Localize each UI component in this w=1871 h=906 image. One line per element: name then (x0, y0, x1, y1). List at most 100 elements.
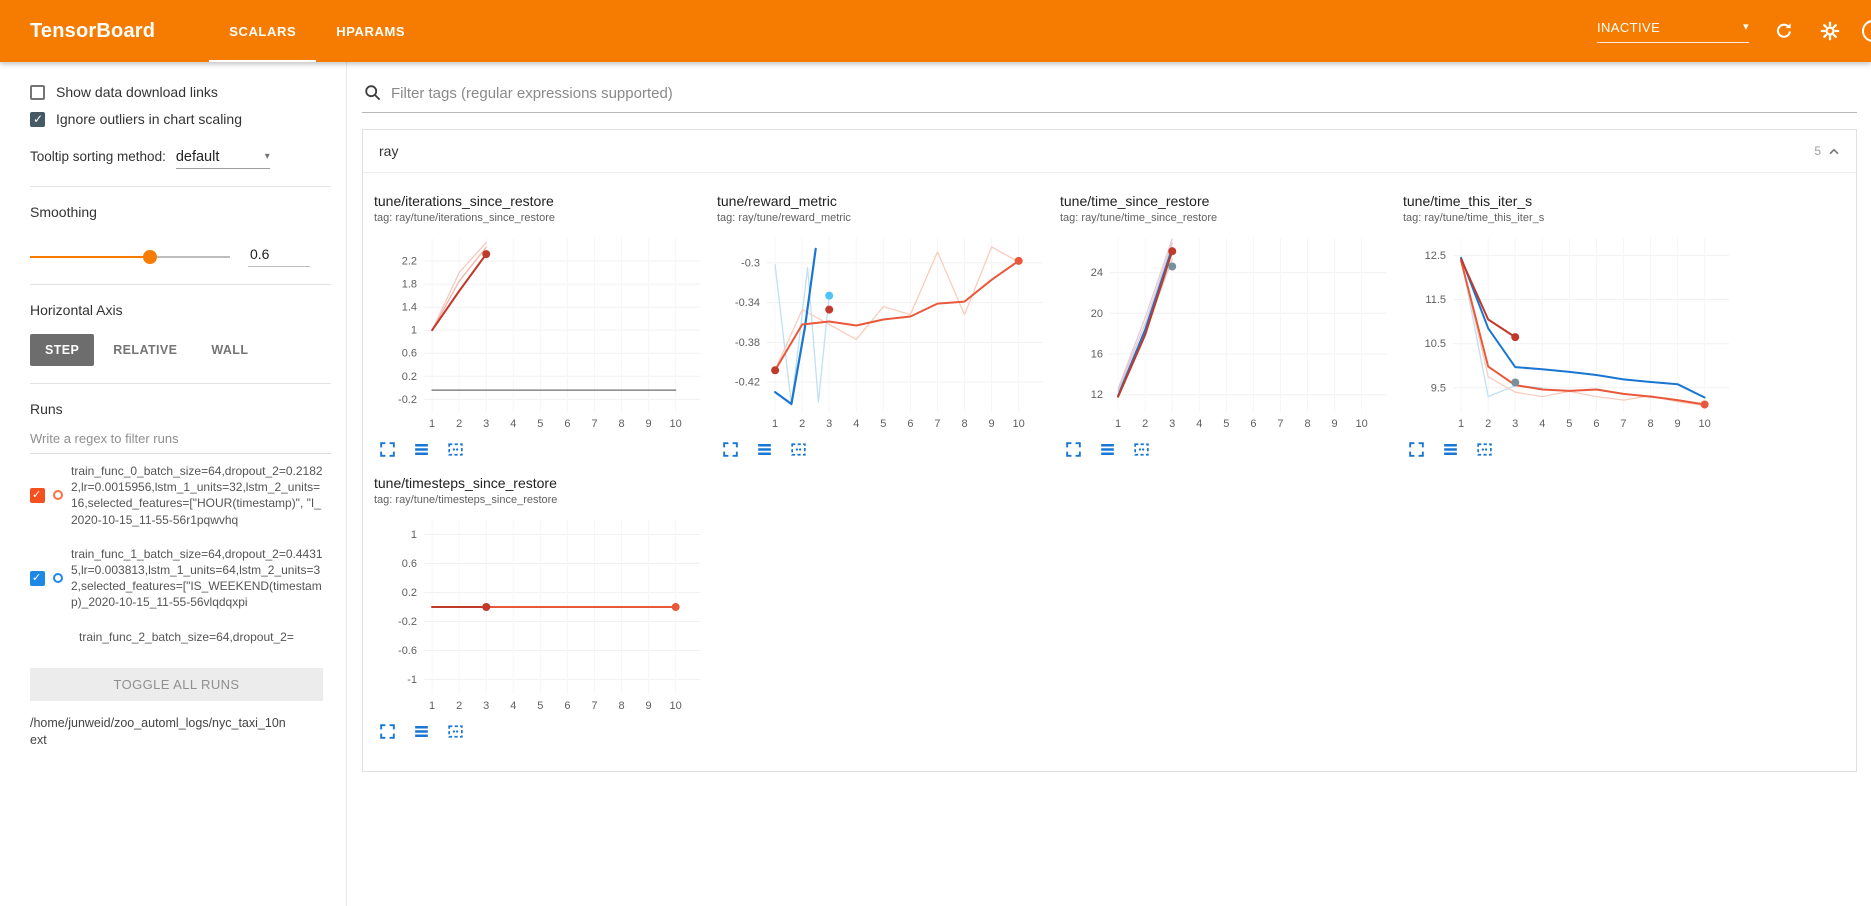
svg-text:2: 2 (1485, 418, 1491, 430)
status-dropdown[interactable]: INACTIVE ▾ (1597, 20, 1749, 43)
run-item[interactable]: train_func_2_batch_size=64,dropout_2= (30, 620, 331, 654)
svg-text:-0.2: -0.2 (398, 616, 417, 628)
svg-text:2: 2 (1142, 418, 1148, 430)
fit-domain-icon[interactable] (446, 722, 465, 741)
chart-card: tune/timesteps_since_restore tag: ray/tun… (363, 465, 706, 747)
svg-text:2: 2 (456, 700, 462, 712)
svg-text:1: 1 (1115, 418, 1121, 430)
svg-text:2: 2 (799, 418, 805, 430)
fit-domain-icon[interactable] (446, 440, 465, 459)
run-checkbox[interactable] (30, 570, 45, 586)
chart-tag: tag: ray/tune/reward_metric (717, 212, 851, 224)
divider (30, 186, 331, 187)
svg-text:-0.3: -0.3 (741, 257, 760, 269)
svg-text:5: 5 (1566, 418, 1572, 430)
svg-text:12.5: 12.5 (1425, 250, 1446, 262)
toggle-all-runs-button[interactable]: TOGGLE ALL RUNS (30, 668, 323, 701)
chart-footer-icons (378, 722, 706, 741)
log-scale-icon[interactable] (412, 722, 431, 741)
fit-domain-icon[interactable] (1475, 440, 1494, 459)
expand-chart-icon[interactable] (1407, 440, 1426, 459)
app-header: TensorBoard SCALARS HPARAMS INACTIVE ▾ (0, 0, 1871, 62)
chart-card: tune/time_this_iter_s tag: ray/tune/time_… (1392, 183, 1735, 465)
scalar-chart-plot[interactable]: 9.5 10.5 11.5 12.5 1 2 3 4 5 6 7 8 9 10 (1403, 230, 1737, 436)
settings-gear-icon[interactable] (1819, 20, 1841, 42)
ignore-outliers-checkbox-row[interactable]: Ignore outliers in chart scaling (30, 111, 331, 127)
scalar-chart-plot[interactable]: -0.42 -0.38 -0.34 -0.3 1 2 3 4 5 6 7 8 9 10 (717, 230, 1051, 436)
checkbox-checked-icon[interactable] (30, 111, 45, 127)
svg-text:5: 5 (880, 418, 886, 430)
smoothing-value[interactable]: 0.6 (248, 246, 310, 267)
svg-text:1: 1 (411, 325, 417, 337)
svg-text:8: 8 (1647, 418, 1653, 430)
fit-domain-icon[interactable] (1132, 440, 1151, 459)
log-scale-icon[interactable] (412, 440, 431, 459)
horizontal-axis-buttons: STEP RELATIVE WALL (30, 334, 331, 366)
run-checkbox[interactable] (30, 487, 45, 503)
tooltip-sorting-select[interactable]: default ▾ (175, 149, 270, 169)
smoothing-slider[interactable] (30, 249, 230, 264)
scalar-chart-plot[interactable]: -0.2 0.2 0.6 1 1.4 1.8 2.2 1 2 3 4 5 6 7 8 9 10 (374, 230, 708, 436)
tab-hparams[interactable]: HPARAMS (336, 23, 406, 39)
sidebar: Show data download links Ignore outliers… (0, 62, 347, 906)
log-scale-icon[interactable] (755, 440, 774, 459)
log-scale-icon[interactable] (1441, 440, 1460, 459)
content: Show data download links Ignore outliers… (0, 62, 1871, 906)
svg-text:9: 9 (646, 418, 652, 430)
run-item[interactable]: train_func_1_batch_size=64,dropout_2=0.4… (30, 537, 331, 620)
svg-text:-0.2: -0.2 (398, 394, 417, 406)
svg-text:-0.42: -0.42 (735, 377, 760, 389)
fit-domain-icon[interactable] (789, 440, 808, 459)
run-color-ring[interactable] (53, 573, 63, 584)
tab-scalars[interactable]: SCALARS (209, 0, 317, 62)
filter-tags-input[interactable] (391, 84, 1855, 102)
chart-title: tune/reward_metric (717, 193, 837, 209)
svg-text:10: 10 (1699, 418, 1711, 430)
refresh-icon[interactable] (1773, 20, 1795, 42)
svg-text:0.6: 0.6 (402, 348, 417, 360)
chart-tag: tag: ray/tune/time_this_iter_s (1403, 212, 1545, 224)
expand-chart-icon[interactable] (1064, 440, 1083, 459)
svg-text:20: 20 (1091, 308, 1103, 320)
axis-step-button[interactable]: STEP (30, 334, 95, 366)
show-download-links-checkbox-row[interactable]: Show data download links (30, 84, 331, 100)
runs-filter-input[interactable] (30, 423, 331, 454)
svg-text:10: 10 (670, 700, 682, 712)
chart-footer-icons (1064, 440, 1392, 459)
smoothing-slider-knob[interactable] (143, 249, 157, 264)
svg-text:10.5: 10.5 (1425, 338, 1446, 350)
category-header[interactable]: ray 5 (363, 130, 1856, 173)
svg-text:12: 12 (1091, 389, 1103, 401)
smoothing-slider-fill (30, 255, 150, 258)
svg-text:10: 10 (1013, 418, 1025, 430)
svg-text:10: 10 (1356, 418, 1368, 430)
header-actions: INACTIVE ▾ (1597, 0, 1871, 62)
chart-footer-icons (1407, 440, 1735, 459)
axis-relative-button[interactable]: RELATIVE (113, 343, 178, 357)
svg-text:6: 6 (1593, 418, 1599, 430)
chevron-down-icon: ▾ (264, 151, 270, 162)
run-item[interactable]: train_func_0_batch_size=64,dropout_2=0.2… (30, 454, 331, 537)
svg-text:1.4: 1.4 (402, 302, 417, 314)
svg-text:7: 7 (1620, 418, 1626, 430)
expand-chart-icon[interactable] (378, 722, 397, 741)
expand-chart-icon[interactable] (378, 440, 397, 459)
svg-text:8: 8 (1304, 418, 1310, 430)
svg-text:4: 4 (853, 418, 859, 430)
scalar-chart-plot[interactable]: -1 -0.6 -0.2 0.2 0.6 1 1 2 3 4 5 6 7 8 9 10 (374, 512, 708, 718)
chart-card: tune/iterations_since_restore tag: ray/tu… (363, 183, 706, 465)
chart-footer-icons (721, 440, 1049, 459)
checkbox-unchecked-icon[interactable] (30, 84, 45, 100)
svg-text:-0.38: -0.38 (735, 337, 760, 349)
chevron-up-icon[interactable] (1828, 147, 1840, 156)
svg-text:1: 1 (772, 418, 778, 430)
horizontal-axis-heading: Horizontal Axis (30, 302, 123, 318)
expand-chart-icon[interactable] (721, 440, 740, 459)
svg-text:-0.6: -0.6 (398, 645, 417, 657)
svg-text:16: 16 (1091, 349, 1103, 361)
log-scale-icon[interactable] (1098, 440, 1117, 459)
run-color-ring[interactable] (53, 490, 63, 501)
chart-tag: tag: ray/tune/timesteps_since_restore (374, 494, 558, 506)
axis-wall-button[interactable]: WALL (211, 343, 249, 357)
